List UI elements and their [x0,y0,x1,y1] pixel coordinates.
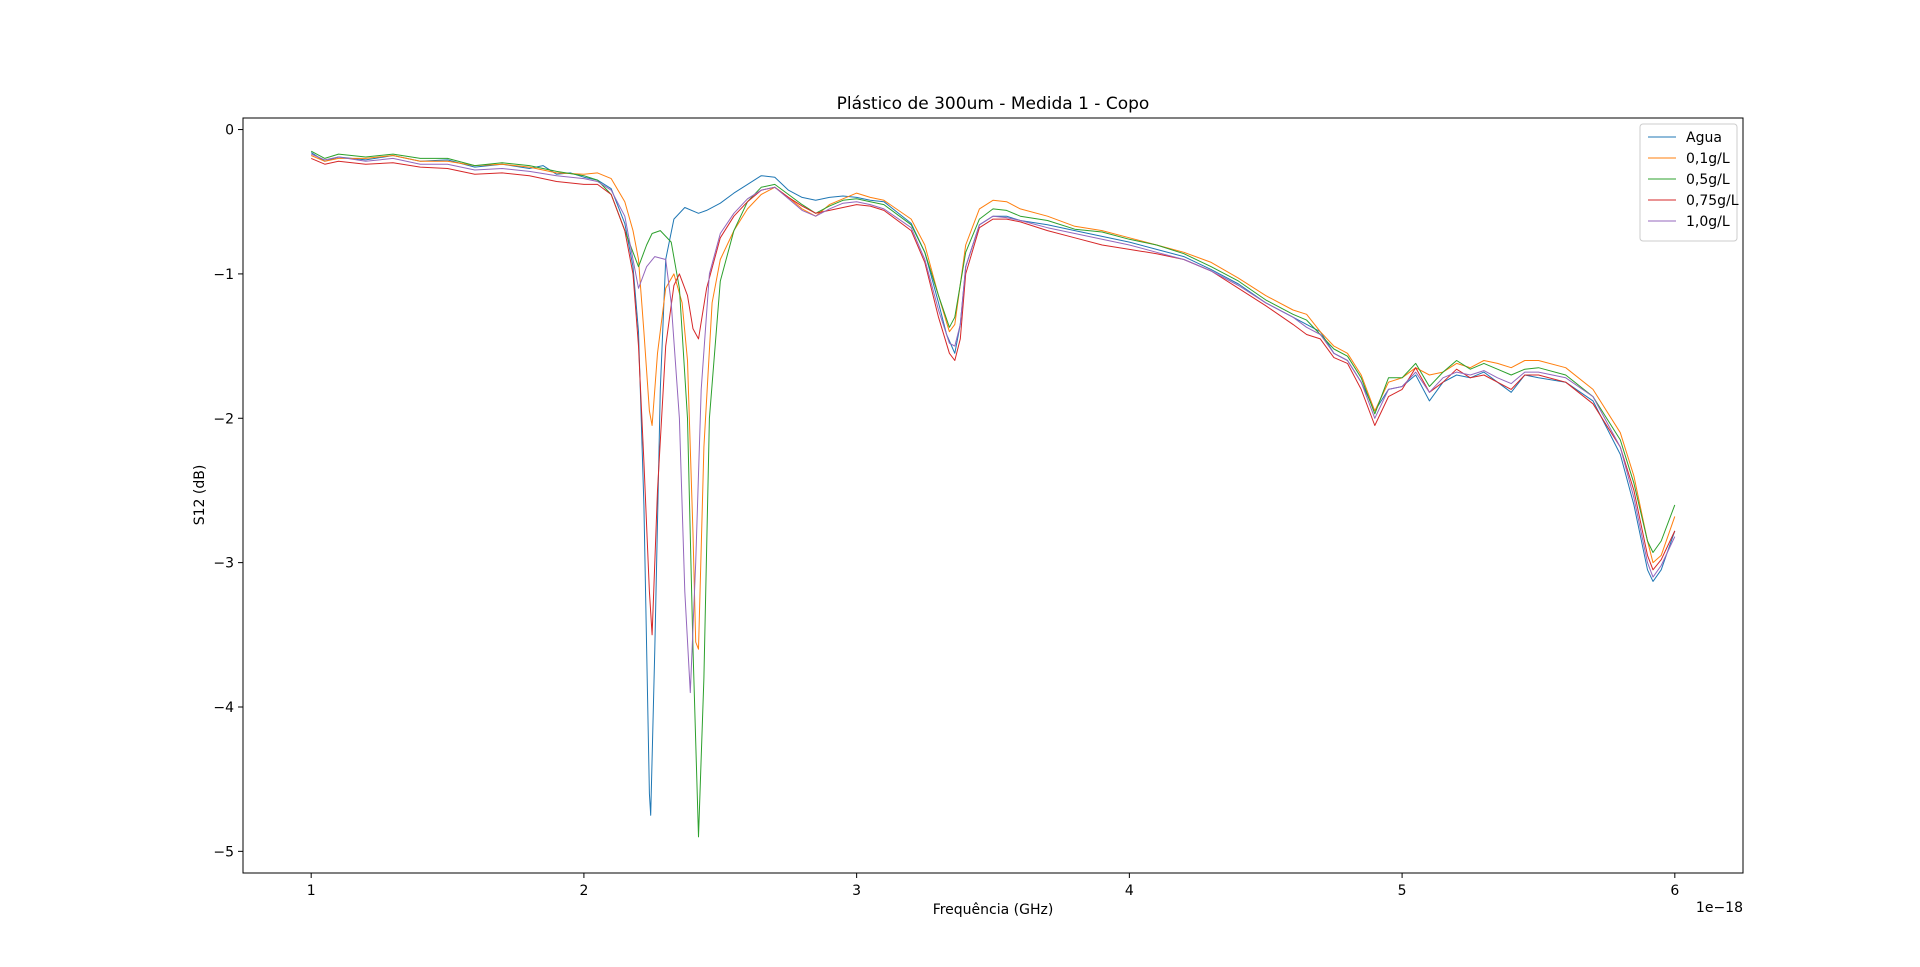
x-axis: 1 2 3 4 5 6 [307,873,1679,899]
legend-label: Agua [1686,130,1722,146]
x-tick-label: 4 [1125,883,1134,899]
x-tick-label: 3 [852,883,861,899]
x-axis-offset-label: 1e−18 [1696,900,1743,916]
series-layer [310,150,1676,838]
y-tick-label: −1 [213,267,234,283]
y-tick-label: −5 [213,844,234,860]
x-tick-label: 2 [579,883,588,899]
legend-label: 0,75g/L [1686,193,1739,209]
y-axis-label: S12 (dB) [192,465,208,526]
legend-box [1639,123,1738,242]
y-axis: 0 −1 −2 −3 −4 −5 [213,123,243,860]
series-line-5 [311,153,1676,694]
legend-label: 0,1g/L [1686,151,1730,167]
x-tick-label: 5 [1398,883,1407,899]
chart-title: Plástico de 300um - Medida 1 - Copo [837,94,1150,114]
y-tick-label: 0 [225,123,234,139]
legend: Agua 0,1g/L 0,5g/L 0,75g/L 1,0g/L [1639,123,1739,242]
x-tick-label: 1 [307,883,316,899]
x-tick-label: 6 [1670,883,1679,899]
y-tick-label: −2 [213,411,234,427]
plot-area [242,117,1744,874]
x-axis-label: Frequência (GHz) [933,902,1054,918]
series-line-4 [311,157,1676,636]
series-line-1 [310,152,1676,816]
series-line-2 [311,155,1676,650]
plot-frame [242,117,1744,874]
legend-label: 1,0g/L [1686,214,1730,230]
y-tick-label: −4 [213,700,234,716]
y-tick-label: −3 [213,556,234,572]
legend-label: 0,5g/L [1686,172,1730,188]
